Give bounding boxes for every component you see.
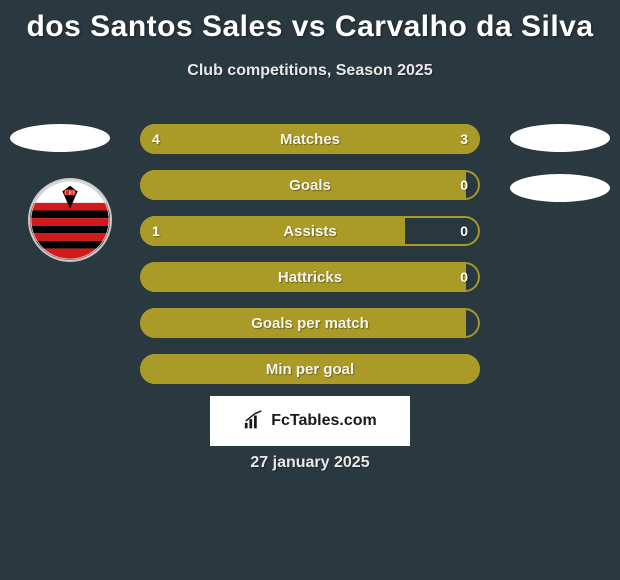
stat-label: Hattricks — [140, 262, 480, 292]
chart-icon — [243, 410, 265, 432]
stat-label: Matches — [140, 124, 480, 154]
stats-container: 43Matches 0Goals 10Assists 0Hattricks Goals … — [140, 124, 480, 400]
player-placeholder-left — [10, 124, 110, 152]
player-placeholder-right-b — [510, 174, 610, 202]
stat-label: Min per goal — [140, 354, 480, 384]
page-title: dos Santos Sales vs Carvalho da Silva — [0, 0, 620, 44]
brand-logo: FcTables.com — [210, 396, 410, 446]
stat-row: Goals per match — [140, 308, 480, 338]
brand-text: FcTables.com — [271, 412, 377, 430]
club-logo: CRF — [28, 178, 112, 262]
stat-row: 0Hattricks — [140, 262, 480, 292]
stat-label: Assists — [140, 216, 480, 246]
svg-text:CRF: CRF — [65, 190, 76, 196]
stat-row: 0Goals — [140, 170, 480, 200]
date-text: 27 january 2025 — [0, 454, 620, 472]
stat-row: 43Matches — [140, 124, 480, 154]
stat-label: Goals — [140, 170, 480, 200]
stat-row: Min per goal — [140, 354, 480, 384]
player-placeholder-right-a — [510, 124, 610, 152]
stat-label: Goals per match — [140, 308, 480, 338]
stat-row: 10Assists — [140, 216, 480, 246]
subtitle: Club competitions, Season 2025 — [0, 62, 620, 80]
